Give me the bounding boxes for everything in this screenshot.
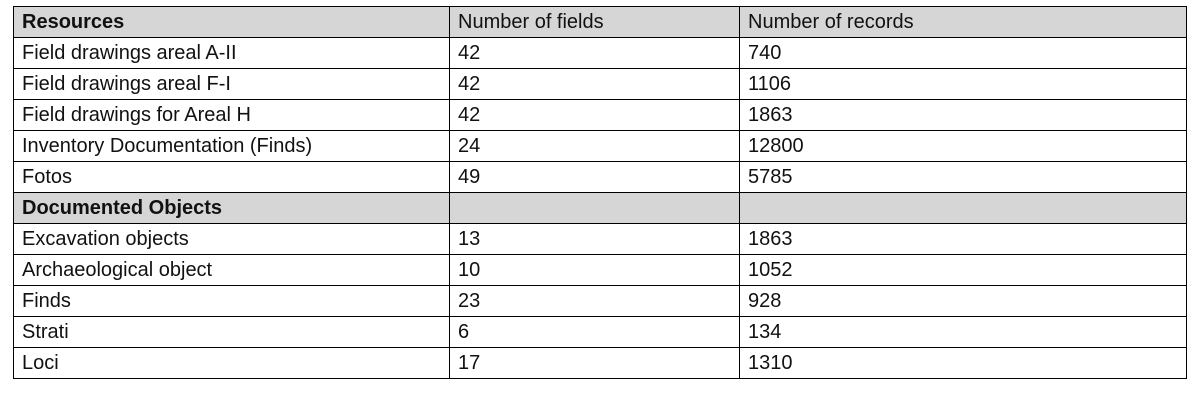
- object-name: Finds: [13, 285, 450, 317]
- resource-name: Field drawings areal A-II: [13, 37, 450, 69]
- table-row: Archaeological object 10 1052: [13, 254, 1187, 286]
- object-records: 1863: [739, 223, 1187, 255]
- header-resources: Resources: [13, 6, 450, 38]
- section-title-documented-objects: Documented Objects: [13, 192, 450, 224]
- table-row: Field drawings areal A-II 42 740: [13, 37, 1187, 69]
- object-records: 1310: [739, 347, 1187, 379]
- resource-name: Field drawings areal F-I: [13, 68, 450, 100]
- table-row: Inventory Documentation (Finds) 24 12800: [13, 130, 1187, 162]
- table-row: Strati 6 134: [13, 316, 1187, 348]
- object-records: 1052: [739, 254, 1187, 286]
- resource-records: 12800: [739, 130, 1187, 162]
- resource-name: Fotos: [13, 161, 450, 193]
- object-fields: 13: [449, 223, 740, 255]
- object-records: 134: [739, 316, 1187, 348]
- resource-records: 740: [739, 37, 1187, 69]
- object-fields: 17: [449, 347, 740, 379]
- table-row: Excavation objects 13 1863: [13, 223, 1187, 255]
- object-fields: 10: [449, 254, 740, 286]
- resource-fields: 49: [449, 161, 740, 193]
- resource-fields: 42: [449, 37, 740, 69]
- table-row: Finds 23 928: [13, 285, 1187, 317]
- table-header-row: Resources Number of fields Number of rec…: [13, 6, 1187, 38]
- object-name: Archaeological object: [13, 254, 450, 286]
- object-name: Loci: [13, 347, 450, 379]
- resource-records: 1106: [739, 68, 1187, 100]
- section-empty-cell: [739, 192, 1187, 224]
- resource-name: Field drawings for Areal H: [13, 99, 450, 131]
- table-row: Field drawings areal F-I 42 1106: [13, 68, 1187, 100]
- table-row: Field drawings for Areal H 42 1863: [13, 99, 1187, 131]
- section-header-row: Documented Objects: [13, 192, 1187, 224]
- resource-fields: 42: [449, 99, 740, 131]
- resource-fields: 42: [449, 68, 740, 100]
- object-name: Excavation objects: [13, 223, 450, 255]
- object-name: Strati: [13, 316, 450, 348]
- table-row: Fotos 49 5785: [13, 161, 1187, 193]
- section-empty-cell: [449, 192, 740, 224]
- resource-fields: 24: [449, 130, 740, 162]
- object-fields: 23: [449, 285, 740, 317]
- resource-records: 1863: [739, 99, 1187, 131]
- object-fields: 6: [449, 316, 740, 348]
- header-number-of-fields: Number of fields: [449, 6, 740, 38]
- resource-name: Inventory Documentation (Finds): [13, 130, 450, 162]
- table-row: Loci 17 1310: [13, 347, 1187, 379]
- data-table: Resources Number of fields Number of rec…: [13, 6, 1187, 379]
- header-number-of-records: Number of records: [739, 6, 1187, 38]
- resource-records: 5785: [739, 161, 1187, 193]
- object-records: 928: [739, 285, 1187, 317]
